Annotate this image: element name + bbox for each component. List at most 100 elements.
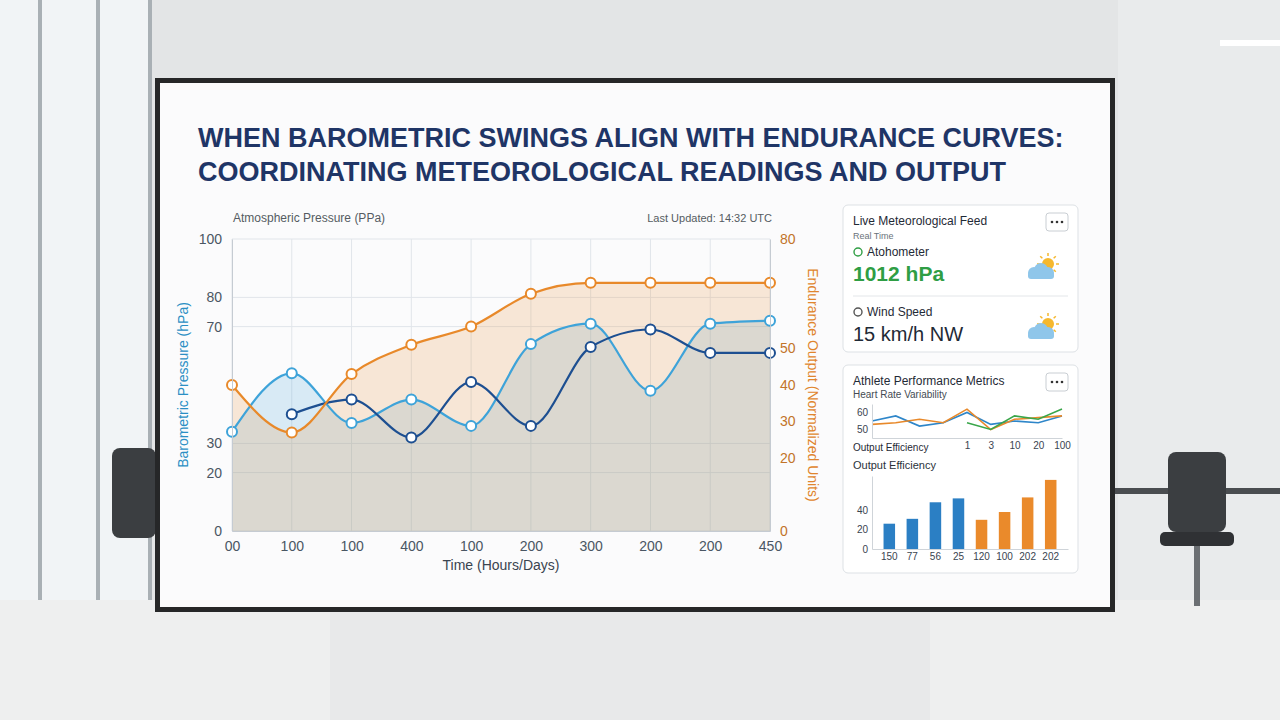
bar xyxy=(976,520,988,549)
floor xyxy=(0,600,1280,720)
series-marker xyxy=(705,278,715,288)
x-tick: 100 xyxy=(281,531,305,554)
series-marker xyxy=(645,325,655,335)
weather-icon xyxy=(1028,313,1059,339)
x-tick: 150 xyxy=(881,549,898,562)
page: WHEN BAROMETRIC SWINGS ALIGN WITH ENDURA… xyxy=(0,0,1280,720)
x-tick-label: 200 xyxy=(699,538,723,554)
x-tick: 77 xyxy=(907,549,919,562)
series-marker xyxy=(526,289,536,299)
y-tick: 40 xyxy=(857,505,872,516)
grid-line xyxy=(232,239,770,240)
bar xyxy=(930,502,942,549)
x-tick: 202 xyxy=(1019,549,1036,562)
x-tick-label: 400 xyxy=(400,538,424,554)
bar xyxy=(907,519,919,549)
menu-dot[interactable] xyxy=(1061,221,1064,224)
x-tick-label: 300 xyxy=(579,538,603,554)
y-tick: 20 xyxy=(206,465,232,481)
reading-label: Atohometer xyxy=(867,245,929,259)
series-marker xyxy=(586,278,596,288)
y-tick-label: 50 xyxy=(857,424,869,435)
separator xyxy=(853,296,1068,297)
weather-icon xyxy=(1028,253,1059,279)
x-tick: 400 xyxy=(400,531,424,554)
wall xyxy=(0,0,1280,720)
sun-ray xyxy=(1054,330,1056,332)
sun-ray xyxy=(1047,313,1049,316)
reading-label: Wind Speed xyxy=(867,305,932,319)
x-tick-label: 100 xyxy=(281,538,305,554)
series-marker xyxy=(287,368,297,378)
series-marker xyxy=(287,409,297,419)
reading-value: 15 km/h NW xyxy=(853,323,963,345)
y-tick: 60 xyxy=(857,407,872,418)
reading-icon xyxy=(854,248,862,256)
menu-dot[interactable] xyxy=(1061,381,1064,384)
y-tick-label: 40 xyxy=(857,505,869,516)
x-tick-label: 100 xyxy=(460,538,484,554)
x-tick-label: 200 xyxy=(639,538,663,554)
annotation: Last Updated: 14:32 UTC xyxy=(647,212,772,224)
plot-area xyxy=(227,278,775,531)
series-marker xyxy=(705,348,715,358)
panel-frame xyxy=(843,365,1078,573)
series-marker xyxy=(705,319,715,329)
series-line xyxy=(967,409,1062,429)
sun-ray xyxy=(1054,270,1056,272)
series-line xyxy=(872,409,1062,429)
x-axis-title: Time (Hours/Days) xyxy=(443,557,560,573)
axis-line xyxy=(232,240,233,532)
menu-dot[interactable] xyxy=(1051,381,1054,384)
x-tick: 3 xyxy=(988,438,994,451)
menu-dot[interactable] xyxy=(1051,221,1054,224)
axis-line xyxy=(872,405,873,439)
cloud xyxy=(1028,272,1054,279)
series-marker xyxy=(586,319,596,329)
y-tick-label: 20 xyxy=(206,465,222,481)
athlete-panel: Athlete Performance MetricsHeart Rate Va… xyxy=(843,365,1078,573)
axis-line xyxy=(873,438,1063,439)
axis-line xyxy=(872,477,873,550)
x-tick-label: 200 xyxy=(520,538,544,554)
menu-button[interactable] xyxy=(1046,213,1068,231)
sun-ray xyxy=(1056,323,1059,325)
axis-line xyxy=(770,240,771,532)
series-marker xyxy=(526,421,536,431)
axis: 00100100400100200300200200450 xyxy=(225,531,783,554)
menu-dot[interactable] xyxy=(1056,381,1059,384)
y-axis-title: Barometric Pressure (hPa) xyxy=(175,302,191,468)
y-tick-label: 70 xyxy=(206,319,222,335)
bar xyxy=(1022,497,1034,549)
y2-tick-label: 50 xyxy=(780,340,796,356)
mini-x-title: Output Efficiency xyxy=(853,442,928,453)
x-tick-label: 00 xyxy=(225,538,241,554)
series-marker xyxy=(526,339,536,349)
axis: 50 60 xyxy=(857,405,873,439)
series-marker xyxy=(586,342,596,352)
menu-button-frame[interactable] xyxy=(1046,213,1068,231)
mini-title: Heart Rate Variability xyxy=(853,389,947,400)
y2-tick: 20 xyxy=(770,450,796,466)
y2-tick-label: 0 xyxy=(780,523,788,539)
sun-ray xyxy=(1040,316,1042,318)
menu-button[interactable] xyxy=(1046,373,1068,391)
menu-button-frame[interactable] xyxy=(1046,373,1068,391)
y-tick-label: 0 xyxy=(862,544,868,555)
x-tick-label: 10 xyxy=(1009,440,1021,451)
series-marker xyxy=(347,418,357,428)
y2-tick-label: 40 xyxy=(780,377,796,393)
x-tick: 202 xyxy=(1042,549,1059,562)
x-tick-label: 100 xyxy=(1054,440,1071,451)
chair-left xyxy=(112,448,156,538)
series-marker xyxy=(645,278,655,288)
series-marker xyxy=(466,377,476,387)
x-tick-label: 1 xyxy=(965,440,971,451)
axis-line xyxy=(873,549,1069,550)
menu-dot[interactable] xyxy=(1056,221,1059,224)
page-title: WHEN BAROMETRIC SWINGS ALIGN WITH ENDURA… xyxy=(198,123,1064,187)
y-tick: 50 xyxy=(857,424,872,435)
series-marker xyxy=(406,433,416,443)
background xyxy=(0,0,1280,720)
y-tick: 20 xyxy=(857,524,872,535)
